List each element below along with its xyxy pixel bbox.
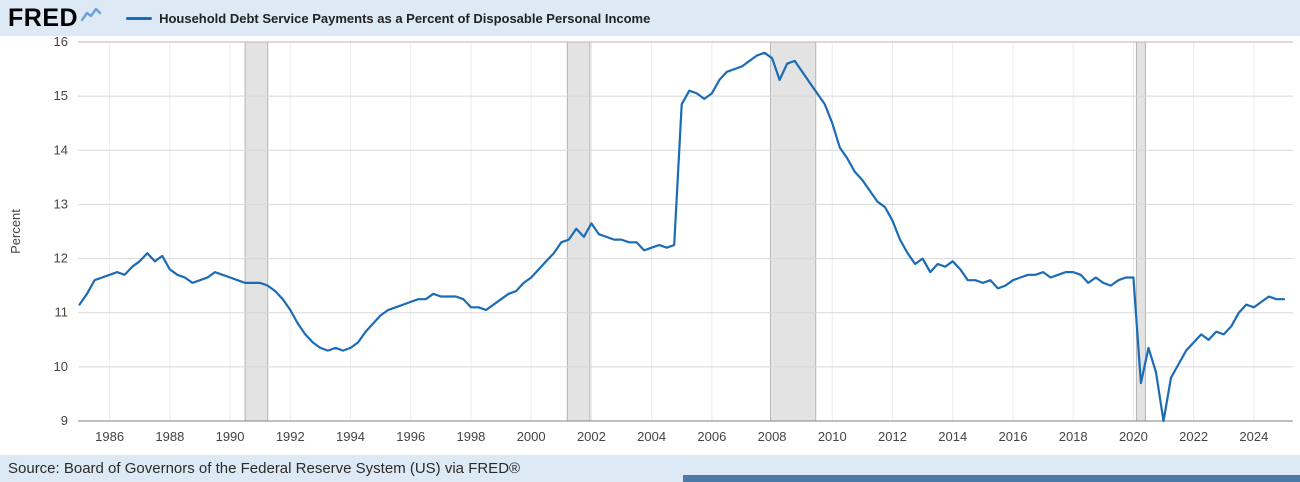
svg-text:1994: 1994 <box>336 429 365 444</box>
legend-series-label: Household Debt Service Payments as a Per… <box>159 10 651 26</box>
svg-text:2000: 2000 <box>517 429 546 444</box>
svg-text:11: 11 <box>55 305 69 320</box>
header: FRED Household Debt Service Payments as … <box>0 0 1300 36</box>
svg-text:2016: 2016 <box>999 429 1028 444</box>
svg-text:1988: 1988 <box>155 429 184 444</box>
chart-svg[interactable]: 9 10 11 12 13 14 15 16 1986 1988 1990 1992 1994 1996 1… <box>0 36 1300 455</box>
svg-text:2022: 2022 <box>1179 429 1208 444</box>
svg-text:12: 12 <box>54 251 68 266</box>
svg-text:1996: 1996 <box>396 429 425 444</box>
svg-text:Percent: Percent <box>8 209 23 254</box>
source-attribution: Source: Board of Governors of the Federa… <box>8 460 521 477</box>
svg-text:9: 9 <box>61 413 68 428</box>
chart-legend: Household Debt Service Payments as a Per… <box>126 11 650 26</box>
legend-line-sample <box>126 16 153 20</box>
svg-text:2024: 2024 <box>1239 429 1268 444</box>
svg-text:2014: 2014 <box>938 429 967 444</box>
svg-text:2004: 2004 <box>637 429 666 444</box>
svg-text:16: 16 <box>54 36 68 49</box>
svg-text:2020: 2020 <box>1119 429 1148 444</box>
svg-text:2012: 2012 <box>878 429 907 444</box>
svg-text:2018: 2018 <box>1059 429 1088 444</box>
graph-container: 9 10 11 12 13 14 15 16 1986 1988 1990 1992 1994 1996 1… <box>0 36 1300 455</box>
svg-text:2002: 2002 <box>577 429 606 444</box>
svg-text:1990: 1990 <box>216 429 245 444</box>
svg-text:14: 14 <box>54 142 68 157</box>
fred-logo-chart-icon <box>80 7 102 28</box>
svg-text:1992: 1992 <box>276 429 305 444</box>
svg-text:15: 15 <box>54 88 68 103</box>
svg-text:10: 10 <box>54 359 68 374</box>
svg-text:13: 13 <box>54 196 68 211</box>
svg-text:2006: 2006 <box>697 429 726 444</box>
bottom-blue-bar <box>683 475 1300 482</box>
svg-text:2008: 2008 <box>758 429 787 444</box>
svg-text:1986: 1986 <box>95 429 124 444</box>
svg-text:1998: 1998 <box>456 429 485 444</box>
fred-logo-text: FRED <box>8 3 79 32</box>
fred-logo[interactable]: FRED <box>8 3 102 32</box>
svg-text:2010: 2010 <box>818 429 847 444</box>
